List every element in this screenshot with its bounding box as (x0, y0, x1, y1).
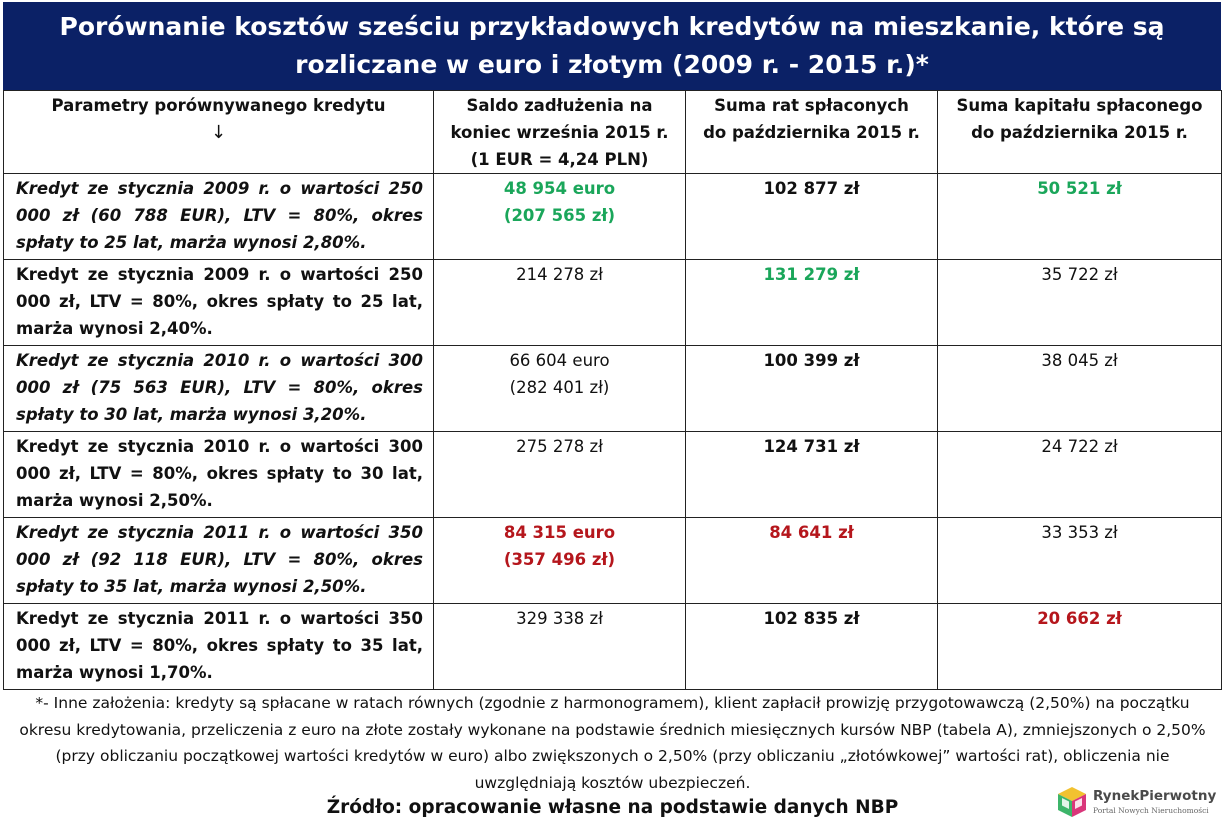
logo-subtitle: Portal Nowych Nieruchomości (1093, 805, 1209, 815)
brand-logo: RynekPierwotny Portal Nowych Nieruchomoś… (1055, 782, 1220, 822)
row-parameters: Kredyt ze stycznia 2010 r. o wartości 30… (3, 431, 434, 518)
cube-logo-icon (1058, 787, 1086, 817)
table-row: Kredyt ze stycznia 2011 r. o wartości 35… (3, 603, 1222, 690)
row-raty: 84 641 zł (685, 517, 938, 604)
table-row: Kredyt ze stycznia 2010 r. o wartości 30… (3, 345, 1222, 432)
row-saldo: 329 338 zł (433, 603, 686, 690)
row-raty: 102 877 zł (685, 173, 938, 260)
table-row: Kredyt ze stycznia 2010 r. o wartości 30… (3, 431, 1222, 518)
footnote: *- Inne założenia: kredyty są spłacane w… (19, 694, 1206, 792)
table-row: Kredyt ze stycznia 2009 r. o wartości 25… (3, 259, 1222, 346)
title-line-2: rozliczane w euro i złotym (2009 r. - 20… (295, 50, 929, 79)
row-saldo: 84 315 euro (357 496 zł) (433, 517, 686, 604)
row-parameters: Kredyt ze stycznia 2009 r. o wartości 25… (3, 259, 434, 346)
row-raty: 100 399 zł (685, 345, 938, 432)
row-kapital: 38 045 zł (937, 345, 1222, 432)
arrow-down-icon: ↓ (210, 122, 227, 143)
page-title: Porównanie kosztów sześciu przykładowych… (3, 2, 1221, 90)
row-kapital: 24 722 zł (937, 431, 1222, 518)
row-saldo: 48 954 euro (207 565 zł) (433, 173, 686, 260)
header-parameters: Parametry porównywanego kredytu ↓ (3, 90, 434, 174)
row-parameters: Kredyt ze stycznia 2009 r. o wartości 25… (3, 173, 434, 260)
row-raty: 124 731 zł (685, 431, 938, 518)
row-kapital: 50 521 zł (937, 173, 1222, 260)
row-parameters: Kredyt ze stycznia 2010 r. o wartości 30… (3, 345, 434, 432)
row-saldo: 275 278 zł (433, 431, 686, 518)
header-saldo: Saldo zadłużenia na koniec września 2015… (433, 90, 686, 174)
row-parameters: Kredyt ze stycznia 2011 r. o wartości 35… (3, 603, 434, 690)
row-kapital: 35 722 zł (937, 259, 1222, 346)
row-raty: 102 835 zł (685, 603, 938, 690)
header-kapital: Suma kapitału spłaconego do października… (937, 90, 1222, 174)
row-parameters: Kredyt ze stycznia 2011 r. o wartości 35… (3, 517, 434, 604)
row-kapital: 20 662 zł (937, 603, 1222, 690)
row-raty: 131 279 zł (685, 259, 938, 346)
table-row: Kredyt ze stycznia 2009 r. o wartości 25… (3, 173, 1222, 260)
row-saldo: 66 604 euro (282 401 zł) (433, 345, 686, 432)
comparison-table: Parametry porównywanego kredytu ↓ Saldo … (3, 90, 1222, 690)
title-line-1: Porównanie kosztów sześciu przykładowych… (59, 12, 1165, 41)
row-saldo: 214 278 zł (433, 259, 686, 346)
row-kapital: 33 353 zł (937, 517, 1222, 604)
logo-name: RynekPierwotny (1093, 788, 1217, 804)
header-raty: Suma rat spłaconych do października 2015… (685, 90, 938, 174)
table-row: Kredyt ze stycznia 2011 r. o wartości 35… (3, 517, 1222, 604)
source-note: Źródło: opracowanie własne na podstawie … (326, 797, 899, 818)
table-header-row: Parametry porównywanego kredytu ↓ Saldo … (3, 90, 1222, 174)
